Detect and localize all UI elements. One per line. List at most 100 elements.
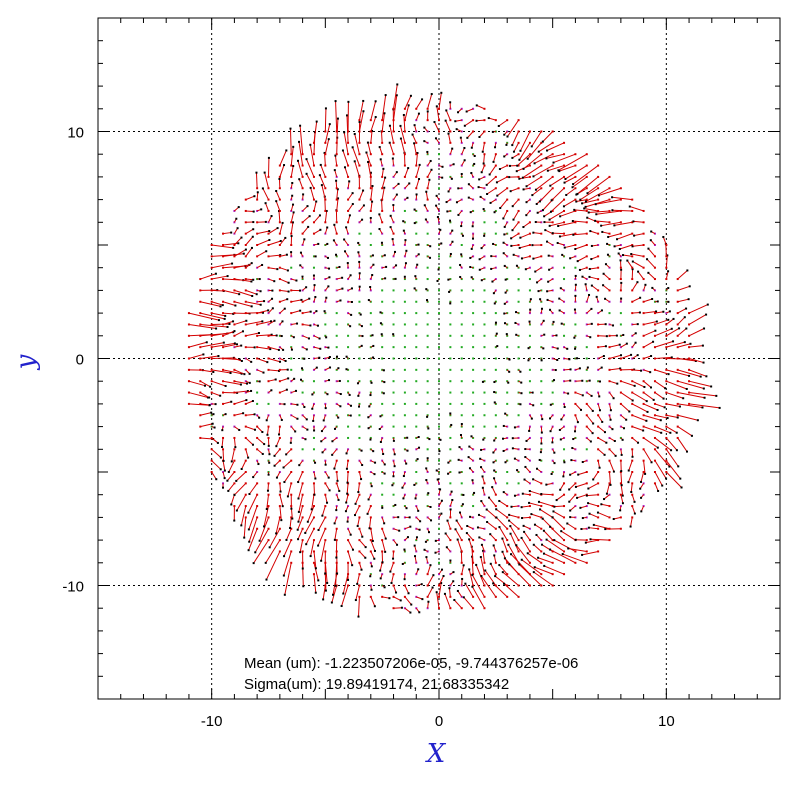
vector-origin-marker	[438, 153, 440, 156]
vector-arrow	[320, 164, 326, 178]
vector-head	[449, 302, 452, 305]
vector-arrow	[643, 355, 652, 359]
vector-head	[409, 611, 412, 614]
vector-head	[555, 499, 558, 502]
vector-head	[265, 508, 268, 511]
vector-head	[233, 519, 236, 522]
vector-head	[253, 428, 256, 431]
vector-head	[315, 366, 318, 369]
vector-head	[371, 254, 374, 257]
vector-head	[420, 583, 423, 586]
vector-arrow	[279, 278, 289, 284]
vector-arrow	[324, 108, 327, 132]
vector-head	[236, 343, 239, 346]
vector-head	[366, 141, 369, 144]
vector-head	[640, 510, 643, 513]
vector-arrow	[256, 369, 264, 374]
vector-head	[594, 203, 597, 206]
vector-head	[589, 538, 592, 541]
vector-head	[299, 124, 302, 127]
vector-arrow	[347, 539, 354, 550]
vector-arrow	[211, 437, 219, 444]
vector-head	[511, 156, 514, 159]
vector-arrow	[677, 403, 703, 408]
vector-origin-marker	[438, 346, 440, 349]
vector-arrow	[234, 278, 252, 282]
vector-head	[520, 558, 523, 561]
vector-head	[219, 468, 222, 471]
vector-head	[364, 546, 367, 549]
vector-origin-marker	[347, 334, 350, 337]
vector-arrow	[343, 132, 349, 155]
vector-head	[417, 112, 420, 115]
vector-arrow	[532, 478, 542, 484]
vector-head	[519, 149, 522, 152]
vector-head	[384, 176, 387, 179]
vector-arrow	[227, 471, 235, 482]
vector-head	[371, 185, 374, 188]
vector-head	[588, 275, 591, 278]
vector-head	[415, 193, 418, 196]
vector-head	[206, 396, 209, 399]
vector-head	[494, 575, 497, 578]
vector-head	[509, 532, 512, 535]
vector-head	[619, 509, 622, 512]
vector-head	[421, 598, 424, 601]
vector-head	[406, 196, 409, 199]
vector-arrow	[390, 215, 394, 223]
vector-head	[532, 543, 535, 546]
vector-arrow	[520, 233, 531, 239]
vector-head	[349, 533, 352, 536]
vector-head	[275, 532, 278, 535]
vector-arrow	[654, 483, 659, 492]
vector-head	[369, 438, 372, 441]
vector-arrow	[643, 310, 657, 314]
vector-arrow	[415, 178, 420, 189]
vector-arrow	[299, 125, 304, 155]
vector-head	[532, 404, 535, 407]
vector-head	[260, 208, 263, 211]
vector-head	[333, 538, 336, 541]
vector-head	[668, 465, 671, 468]
vector-origin-marker	[460, 402, 463, 405]
vector-head	[531, 244, 534, 247]
vector-head	[620, 354, 623, 357]
vector-head	[575, 200, 578, 203]
vector-arrow	[580, 505, 587, 509]
vector-head	[549, 308, 552, 311]
vector-head	[286, 298, 289, 301]
vector-head	[605, 335, 608, 338]
vector-origin-marker	[472, 346, 475, 349]
vector-head	[360, 568, 363, 571]
vector-head	[705, 313, 708, 316]
vector-arrow	[336, 471, 339, 481]
vector-arrow	[502, 210, 508, 219]
vector-arrow	[256, 437, 265, 445]
vector-head	[662, 397, 665, 400]
vector-head	[378, 146, 381, 149]
vector-head	[406, 449, 409, 452]
vector-origin-marker	[483, 391, 486, 394]
vector-head	[253, 195, 256, 198]
vector-origin-marker	[290, 357, 293, 360]
vector-head	[604, 345, 607, 348]
vector-head	[486, 192, 489, 195]
vector-head	[548, 268, 551, 271]
vector-arrow	[632, 380, 645, 388]
vector-head	[450, 423, 453, 426]
vector-head	[226, 479, 229, 482]
vector-head	[268, 238, 271, 241]
vector-arrow	[486, 187, 497, 195]
vector-origin-marker	[392, 323, 395, 326]
vector-head	[538, 200, 541, 203]
vector-head	[566, 347, 569, 350]
vector-arrow	[589, 267, 599, 270]
vector-arrow	[234, 483, 247, 496]
vector-head	[430, 168, 433, 171]
vector-head	[467, 196, 470, 199]
vector-head	[351, 548, 354, 551]
vector-head	[282, 348, 285, 351]
vector-origin-marker	[233, 255, 236, 258]
vector-arrow	[236, 494, 247, 511]
vector-head	[453, 598, 456, 601]
